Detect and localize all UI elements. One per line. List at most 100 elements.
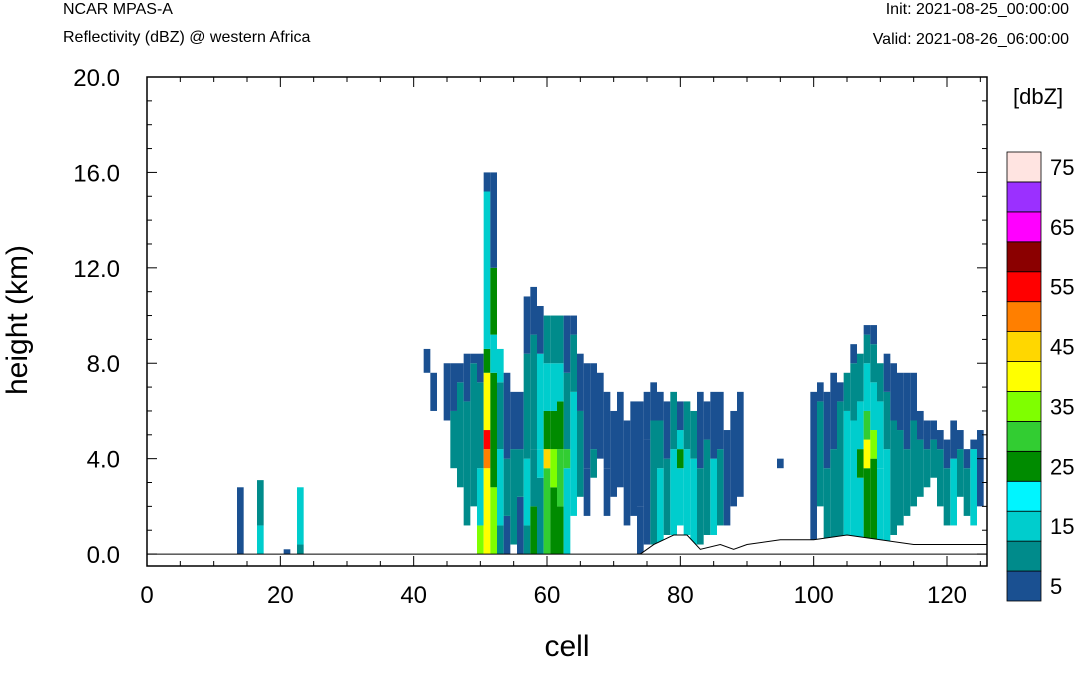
reflectivity-cell (617, 391, 624, 488)
reflectivity-cell (503, 372, 511, 459)
colorbar-swatch (1006, 271, 1042, 303)
reflectivity-cell (237, 487, 244, 555)
reflectivity-cell (737, 391, 744, 497)
reflectivity-cell (663, 401, 671, 459)
valid-time: Valid: 2021-08-26_06:00:00 (872, 31, 1069, 48)
y-tick-label: 0.0 (87, 542, 120, 569)
reflectivity-cell (703, 439, 711, 535)
reflectivity-cell (550, 315, 557, 364)
colorbar-label: 25 (1050, 454, 1074, 479)
reflectivity-cell (643, 439, 651, 545)
reflectivity-cell (550, 410, 557, 450)
reflectivity-cell (817, 382, 824, 402)
reflectivity-cell (490, 334, 497, 373)
reflectivity-cell (543, 410, 551, 450)
colorbar-swatch (1006, 361, 1042, 392)
colorbar-swatch (1006, 301, 1042, 332)
reflectivity-cell (930, 439, 937, 478)
x-tick-label: 0 (140, 582, 153, 609)
reflectivity-cell (863, 325, 871, 335)
reflectivity-cell (523, 296, 531, 354)
reflectivity-cell (943, 468, 951, 526)
plot-border (146, 76, 988, 567)
reflectivity-cell (623, 420, 631, 526)
reflectivity-cell (443, 363, 451, 421)
colorbar-label: 15 (1050, 514, 1074, 539)
reflectivity-cell (883, 353, 891, 392)
y-tick-label: 4.0 (87, 447, 120, 474)
x-tick-label: 40 (400, 582, 427, 609)
colorbar-label: 5 (1050, 574, 1062, 599)
reflectivity-cell (423, 348, 431, 373)
reflectivity-cell (510, 391, 517, 450)
reflectivity-cell (883, 449, 891, 545)
reflectivity-cell (857, 353, 864, 402)
reflectivity-cell (697, 468, 704, 545)
reflectivity-cell (483, 172, 491, 192)
reflectivity-cell (950, 458, 957, 526)
reflectivity-cell (463, 353, 471, 402)
reflectivity-cell (603, 468, 611, 516)
reflectivity-cell (297, 487, 304, 545)
y-tick-label: 16.0 (73, 160, 120, 187)
x-tick-label: 100 (794, 582, 834, 609)
reflectivity-cell (537, 449, 544, 478)
colorbar-label: 55 (1050, 275, 1074, 300)
reflectivity-cell (723, 430, 731, 526)
reflectivity-cell (863, 439, 871, 469)
reflectivity-cell (637, 401, 644, 507)
reflectivity-cell (923, 420, 931, 450)
reflectivity-cell (477, 525, 484, 555)
reflectivity-cell (843, 410, 851, 545)
reflectivity-cell (870, 430, 877, 459)
reflectivity-cell (870, 382, 877, 431)
reflectivity-cell (670, 391, 677, 450)
reflectivity-cell (683, 449, 691, 535)
reflectivity-cell (470, 363, 477, 507)
colorbar-labels: 5 15 25 35 45 55 65 75 (1050, 155, 1074, 599)
reflectivity-cell (643, 391, 651, 440)
reflectivity-cell (583, 363, 591, 469)
colorbar-swatch (1006, 181, 1042, 213)
reflectivity-cell (483, 468, 491, 555)
reflectivity-cell (870, 325, 877, 345)
reflectivity-cell (503, 458, 511, 516)
reflectivity-cell (490, 487, 497, 555)
y-tick-label: 20.0 (73, 65, 120, 92)
x-tick-label: 80 (667, 582, 694, 609)
reflectivity-cell (463, 401, 471, 526)
reflectivity-cell (697, 391, 704, 469)
reflectivity-cell (563, 372, 571, 450)
reflectivity-cell (530, 334, 537, 450)
reflectivity-cell (497, 382, 504, 450)
colorbar-swatch (1006, 241, 1042, 273)
reflectivity-cell (823, 468, 831, 545)
reflectivity-cell (483, 191, 491, 349)
reflectivity-cell (490, 267, 497, 335)
reflectivity-cell (510, 449, 517, 545)
colorbar-label: 45 (1050, 335, 1074, 360)
reflectivity-cell (930, 420, 937, 440)
reflectivity-cell (677, 401, 684, 431)
reflectivity-cell (957, 430, 964, 450)
reflectivity-cell (517, 449, 524, 497)
chart-subtitle: Reflectivity (dBZ) @ western Africa (63, 29, 311, 46)
reflectivity-cell (923, 449, 931, 488)
reflectivity-cell (543, 315, 551, 364)
reflectivity-cell (863, 363, 871, 411)
reflectivity-cell (543, 363, 551, 411)
colorbar-label: 35 (1050, 394, 1074, 419)
reflectivity-cell (543, 468, 551, 555)
reflectivity-cell (537, 353, 544, 450)
reflectivity-cell (657, 391, 664, 421)
colorbar-swatch (1006, 211, 1042, 243)
reflectivity-cell (830, 449, 837, 545)
x-tick-label: 120 (927, 582, 967, 609)
reflectivity-cell (450, 363, 457, 411)
reflectivity-cell (863, 410, 871, 440)
colorbar-swatch (1006, 450, 1042, 482)
reflectivity-cell (563, 315, 571, 373)
reflectivity-cell (977, 430, 984, 507)
reflectivity-cell (483, 430, 491, 450)
reflectivity-cell (297, 544, 304, 555)
